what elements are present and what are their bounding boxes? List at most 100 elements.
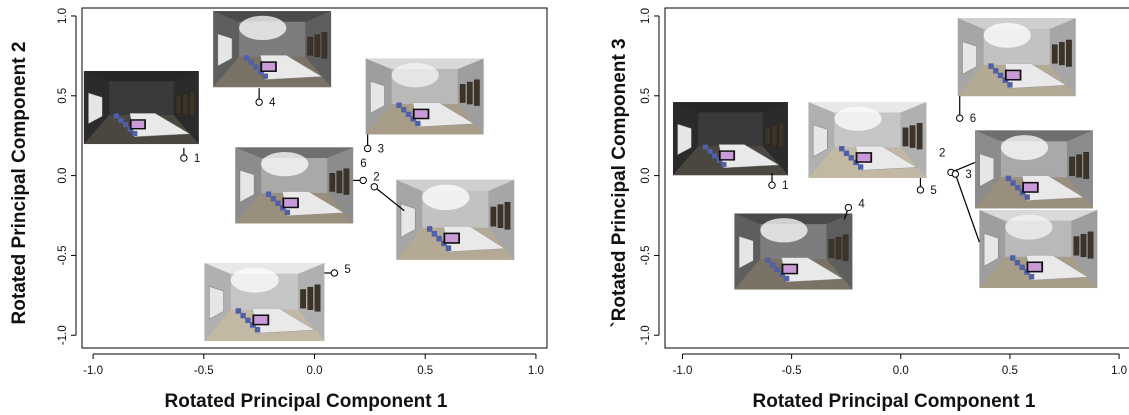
data-point [844, 203, 853, 212]
wall-frame [835, 236, 842, 260]
ceiling [957, 18, 1076, 30]
point-label: 1 [194, 153, 200, 165]
point-label: 6 [970, 113, 976, 125]
axes: -1.0 -0.5 0.0 0.5 1.0 -1.0 -0.5 0.0 0.5 1.0 [640, 8, 1127, 377]
chair [265, 191, 272, 197]
data-point [180, 154, 188, 162]
ceiling [672, 102, 788, 113]
point-label: 4 [269, 97, 276, 109]
ceiling [213, 11, 332, 22]
monitor-screen [131, 120, 145, 128]
light-glow [1000, 135, 1049, 161]
wall-frame [490, 206, 497, 227]
x-tick-label: -0.5 [194, 365, 214, 377]
whiteboard [962, 41, 977, 75]
chair [401, 107, 407, 113]
y-tick-label: 1.0 [57, 8, 69, 24]
chair [270, 196, 276, 202]
monitor-screen [857, 153, 871, 162]
wall-frame [828, 239, 835, 258]
light-glow [1005, 214, 1053, 240]
chair [240, 312, 246, 319]
chair [1024, 194, 1030, 200]
chair [1028, 273, 1035, 280]
back-wall [109, 81, 174, 115]
chair [769, 262, 776, 268]
chair [774, 266, 780, 273]
point-label: 5 [344, 264, 350, 276]
light-glow [760, 218, 808, 243]
point-label: 3 [965, 169, 971, 181]
point-label: 5 [930, 185, 936, 197]
chair [275, 200, 281, 206]
wall-frame [175, 95, 182, 114]
chair [1010, 255, 1016, 261]
chair [843, 150, 850, 156]
point-label: 3 [378, 143, 384, 155]
chair [262, 73, 269, 79]
chair [118, 117, 124, 123]
chair [445, 245, 452, 251]
chair [436, 235, 442, 242]
chair [245, 317, 251, 324]
chair [253, 64, 259, 70]
x-tick-label: -0.5 [782, 365, 802, 377]
monitor-screen [1023, 183, 1037, 192]
room-thumbnail [957, 18, 1076, 97]
room-thumbnail [365, 58, 484, 135]
chair [839, 146, 845, 152]
wall-frame [1073, 236, 1080, 256]
wall-frame [1066, 39, 1072, 67]
wall-frame [504, 201, 511, 230]
light-glow [834, 106, 882, 131]
back-wall [698, 112, 763, 146]
whiteboard [983, 233, 999, 267]
chair [765, 257, 771, 263]
x-tick-label: 0.0 [307, 365, 323, 377]
chair [721, 162, 727, 168]
monitor-screen [414, 110, 428, 118]
axes: -1.0 -0.5 0.0 0.5 1.0 -1.0 -0.5 0.0 0.5 1.0 [57, 8, 544, 377]
point-label: 2 [373, 171, 379, 183]
wall-frame [1069, 156, 1075, 176]
chair [405, 111, 412, 117]
y-tick-label: -1.0 [57, 325, 69, 345]
data-point [916, 186, 925, 194]
chair [396, 102, 402, 108]
whiteboard [979, 153, 995, 187]
whiteboard [738, 235, 754, 269]
chair [426, 226, 433, 232]
monitor-screen [262, 62, 276, 71]
whiteboard [370, 80, 385, 114]
light-glow [391, 63, 439, 88]
room-thumbnail [672, 102, 788, 176]
room-thumbnail [734, 213, 853, 290]
ceiling [83, 71, 199, 82]
room-thumbnail [235, 147, 354, 224]
monitor-screen [445, 234, 459, 243]
plot-frame [664, 7, 1129, 349]
chair [1019, 264, 1025, 271]
data-point [255, 98, 263, 106]
chair [857, 164, 864, 170]
left-panel: 1 2 3 4 5 6 -1.0 -0.5 0.0 0.5 1.0 -1.0 -0.5 0.0 0.5 1.… [9, 7, 548, 412]
chair [431, 230, 437, 237]
wall-frame [336, 170, 343, 194]
room-thumbnail [204, 262, 325, 341]
chair [248, 59, 254, 66]
chair [988, 63, 994, 69]
x-axis-title: Rotated Principal Component 1 [165, 391, 448, 412]
ceiling [734, 213, 853, 225]
chair [132, 130, 138, 137]
room-thumbnails [672, 18, 1098, 290]
point-label: 6 [360, 158, 366, 170]
wall-frame [343, 168, 350, 195]
chair [848, 155, 854, 161]
room-thumbnail [974, 130, 1093, 209]
ceiling [808, 101, 927, 113]
y-tick-label: -0.5 [640, 246, 652, 266]
leader-line [373, 186, 405, 212]
x-tick-label: -1.0 [83, 365, 103, 377]
data-point [951, 170, 960, 178]
